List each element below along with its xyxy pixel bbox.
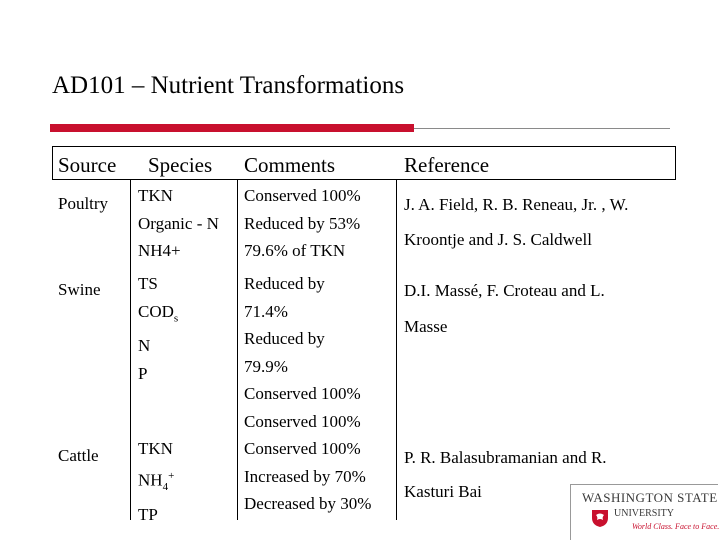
comment-item: Reduced by	[244, 329, 325, 348]
species-item: NH4+	[138, 241, 181, 260]
row-cattle-source: Cattle	[58, 446, 99, 465]
species-item: P	[138, 363, 148, 383]
divider-species	[237, 180, 238, 520]
row-poultry-reference-2: Kroontje and J. S. Caldwell	[404, 230, 592, 249]
species-item: TP	[138, 505, 158, 525]
row-swine-reference-1: D.I. Massé, F. Croteau and L.	[404, 281, 605, 300]
comment-item: 79.9%	[244, 356, 288, 376]
row-cattle-reference-1: P. R. Balasubramanian and R.	[404, 448, 607, 467]
comment-item: 71.4%	[244, 301, 288, 321]
row-swine-comments: Reduced by 71.4% Reduced by 79.9% Conser…	[244, 270, 361, 435]
row-swine-species: TS CODs N P	[138, 270, 178, 387]
logo-university: UNIVERSITY	[614, 508, 674, 519]
species-item: CODs	[138, 301, 179, 324]
species-item: TKN	[138, 186, 173, 205]
row-swine-source: Swine	[58, 280, 101, 299]
header-row	[52, 146, 676, 180]
species-item: Organic - N	[138, 213, 219, 233]
species-item: NH4+	[138, 469, 175, 493]
title-rule	[414, 128, 670, 129]
species-item: N	[138, 336, 151, 356]
wsu-logo: WASHINGTON STATE UNIVERSITY World Class.…	[570, 484, 720, 540]
comment-item: 79.6% of TKN	[244, 241, 346, 260]
species-item: TKN	[138, 439, 173, 458]
divider-source	[130, 180, 131, 520]
comment-item: Conserved 100%	[244, 439, 361, 458]
row-poultry-comments: Conserved 100% Reduced by 53% 79.6% of T…	[244, 182, 361, 265]
comment-item: Reduced by 53%	[244, 213, 361, 233]
comment-item: Reduced by	[244, 274, 325, 293]
row-poultry-source: Poultry	[58, 194, 109, 213]
title-accent-bar	[50, 124, 414, 132]
cougar-seal-icon	[592, 510, 608, 527]
comment-item: Conserved 100%	[244, 411, 361, 431]
logo-frame	[570, 484, 718, 540]
comment-item: Increased by 70%	[244, 466, 366, 486]
logo-name: WASHINGTON STATE	[582, 490, 718, 505]
comment-item: Conserved 100%	[244, 186, 361, 205]
logo-tagline: World Class. Face to Face.	[632, 522, 720, 531]
header-comments: Comments	[244, 153, 336, 177]
row-cattle-reference-2: Kasturi Bai	[404, 482, 482, 501]
row-cattle-species: TKN NH4+ TP	[138, 435, 174, 529]
nutrient-table: Source Species Comments Reference Poultr…	[52, 140, 676, 524]
header-species: Species	[148, 153, 213, 177]
species-item: TS	[138, 274, 158, 293]
row-poultry-reference-1: J. A. Field, R. B. Reneau, Jr. , W.	[404, 195, 629, 214]
row-cattle-comments: Conserved 100% Increased by 70% Decrease…	[244, 435, 371, 518]
row-swine-reference-2: Masse	[404, 317, 448, 336]
divider-comments	[396, 180, 397, 520]
row-poultry-species: TKN Organic - N NH4+	[138, 182, 219, 265]
comment-item: Decreased by 30%	[244, 494, 372, 513]
comment-item: Conserved 100%	[244, 384, 361, 403]
header-reference: Reference	[404, 153, 490, 177]
page-title: AD101 – Nutrient Transformations	[52, 72, 405, 99]
header-source: Source	[58, 153, 117, 177]
